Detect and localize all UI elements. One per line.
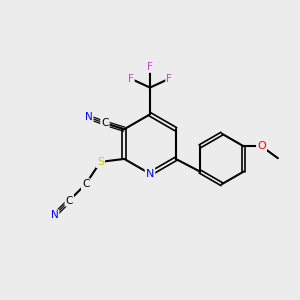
Text: C: C [66,196,73,206]
Text: O: O [257,141,266,151]
Text: F: F [128,74,134,84]
Text: S: S [97,157,104,167]
Text: C: C [101,118,109,128]
Text: C: C [82,179,89,189]
Text: N: N [146,169,154,179]
Text: F: F [147,62,153,72]
Text: N: N [85,112,92,122]
Text: N: N [50,210,58,220]
Text: F: F [167,74,172,84]
